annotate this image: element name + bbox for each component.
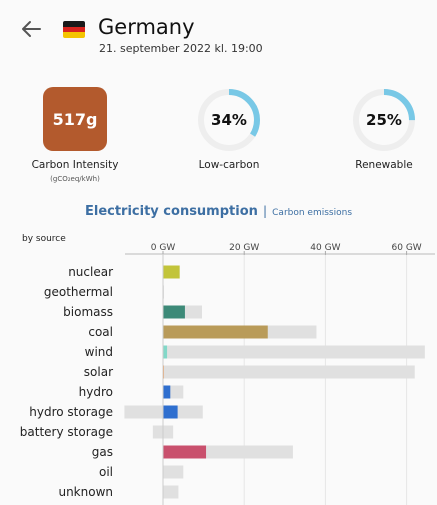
x-tick-label: 20 GW (229, 243, 259, 253)
production-bar (163, 265, 180, 279)
tab-separator: | (263, 204, 268, 218)
x-tick-label: 60 GW (392, 243, 422, 253)
tab-electricity-consumption[interactable]: Electricity consumption (84, 204, 258, 219)
x-tick-label: 40 GW (310, 243, 340, 253)
section-label: by source (22, 234, 66, 244)
low-carbon-gauge-fill (198, 89, 260, 151)
renewable-label: Renewable (355, 159, 413, 171)
renewable-gauge-fill (353, 89, 415, 151)
production-bar (163, 445, 207, 459)
carbon-intensity-badge: 517g (43, 87, 107, 151)
mode-tabs: Electricity consumption | Carbon emissio… (0, 200, 437, 219)
capacity-bar (163, 465, 184, 479)
low-carbon-gauge: 34% (196, 87, 262, 153)
production-bar (163, 305, 185, 319)
category-label: coal (88, 325, 113, 339)
production-bar (163, 325, 268, 339)
category-label: solar (84, 365, 113, 379)
x-tick-label: 0 GW (151, 243, 176, 253)
back-arrow-icon[interactable] (20, 18, 42, 40)
category-label: battery storage (20, 425, 113, 439)
category-label: oil (99, 465, 113, 479)
production-bar (163, 405, 178, 419)
tab-carbon-emissions[interactable]: Carbon emissions (272, 208, 353, 218)
category-label: geothermal (44, 285, 113, 299)
production-bar (163, 345, 168, 359)
production-bar (163, 385, 171, 399)
carbon-intensity-unit: (gCO₂eq/kWh) (50, 175, 100, 183)
production-by-source-chart: 0 GW 20 GW 40 GW 60 GW nuclear geothermal biom… (20, 243, 435, 505)
zone-header: Germany 21. september 2022 kl. 19:00 (0, 0, 437, 65)
category-label: nuclear (68, 265, 113, 279)
carbon-intensity-label: Carbon Intensity (31, 159, 119, 171)
germany-flag-icon (63, 21, 85, 38)
category-label: biomass (63, 305, 113, 319)
renewable-value: 25% (366, 111, 402, 129)
capacity-bar (163, 485, 179, 499)
category-label: unknown (58, 485, 113, 499)
datetime-label: 21. september 2022 kl. 19:00 (99, 42, 263, 55)
category-label: gas (92, 445, 113, 459)
category-label: hydro storage (29, 405, 113, 419)
low-carbon-value: 34% (211, 111, 247, 129)
capacity-bar (163, 345, 425, 359)
zone-name: Germany (98, 15, 195, 39)
low-carbon-label: Low-carbon (198, 159, 260, 171)
renewable-gauge: 25% (351, 87, 417, 153)
capacity-bar (163, 365, 415, 379)
category-label: hydro (79, 385, 113, 399)
category-label: wind (85, 345, 113, 359)
